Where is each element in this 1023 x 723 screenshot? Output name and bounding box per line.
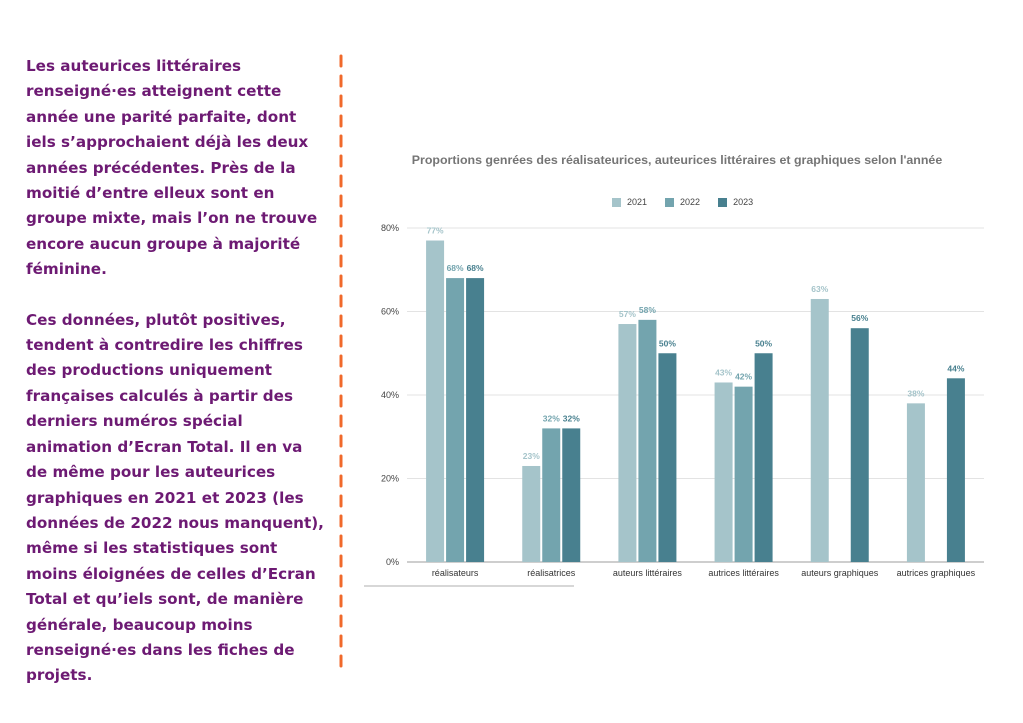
paragraph-1: Les auteurices littéraires renseigné·es …: [26, 57, 318, 279]
x-tick-label: auteurs graphiques: [801, 568, 879, 578]
x-tick-label: autrices littéraires: [708, 568, 779, 578]
y-tick-label: 60%: [381, 307, 399, 317]
text-column: Les auteurices littéraires renseigné·es …: [26, 54, 326, 714]
chart-legend: 2021 2022 2023: [612, 197, 753, 207]
data-label: 23%: [523, 451, 540, 461]
bar-2023: [754, 353, 773, 562]
bar-2023: [946, 378, 965, 562]
legend-swatch: [718, 197, 728, 207]
bar-2021: [618, 324, 637, 562]
legend-swatch: [665, 197, 675, 207]
x-tick-label: réalisateurs: [432, 568, 479, 578]
bar-2021: [426, 240, 445, 562]
bar-2023: [850, 328, 869, 562]
bar-2021: [810, 298, 829, 562]
legend-item-2022: 2022: [665, 197, 700, 207]
bar-2023: [466, 278, 485, 562]
bar-2021: [906, 403, 925, 562]
bar-2022: [734, 386, 753, 562]
bar-2022: [542, 428, 561, 562]
legend-label: 2021: [627, 197, 648, 207]
bar-2021: [522, 465, 541, 562]
data-label: 50%: [755, 338, 772, 348]
y-tick-label: 80%: [381, 223, 399, 233]
data-label: 77%: [427, 226, 444, 236]
y-tick-label: 0%: [386, 557, 399, 567]
x-tick-label: autrices graphiques: [897, 568, 976, 578]
data-label: 63%: [811, 284, 828, 294]
chart-container: Proportions genrées des réalisateurices,…: [364, 148, 990, 590]
data-label: 57%: [619, 309, 636, 319]
bar-2023: [658, 353, 677, 562]
data-label: 68%: [447, 263, 464, 273]
bar-2022: [638, 319, 657, 562]
bar-chart: 0% 20% 40% 60% 80% 77% 68% 68% réalisateurs 23% 32…: [381, 223, 984, 578]
data-label: 42%: [735, 372, 752, 382]
bar-2023: [562, 428, 581, 562]
dashed-divider: [339, 54, 343, 678]
legend-item-2021: 2021: [612, 197, 647, 207]
bar-2021: [714, 382, 733, 562]
bar-2022: [446, 278, 465, 562]
legend-label: 2023: [733, 197, 754, 207]
data-label: 43%: [715, 367, 732, 377]
x-tick-label: réalisatrices: [527, 568, 576, 578]
data-label: 32%: [563, 413, 580, 423]
data-label: 56%: [851, 313, 868, 323]
data-label: 68%: [467, 263, 484, 273]
x-tick-label: auteurs littéraires: [613, 568, 683, 578]
y-tick-label: 40%: [381, 390, 399, 400]
legend-swatch: [612, 197, 621, 207]
data-label: 32%: [543, 413, 560, 423]
data-label: 38%: [907, 388, 924, 398]
legend-item-2023: 2023: [718, 197, 753, 207]
data-label: 50%: [659, 338, 676, 348]
chart-title: Proportions genrées des réalisateurices,…: [411, 153, 943, 167]
data-label: 58%: [639, 305, 656, 315]
y-tick-label: 20%: [381, 474, 399, 484]
legend-label: 2022: [680, 197, 701, 207]
data-label: 44%: [947, 363, 964, 373]
paragraph-2: Ces données, plutôt positives, tendent à…: [26, 310, 324, 685]
chart-scrollbar-line: [364, 585, 574, 587]
